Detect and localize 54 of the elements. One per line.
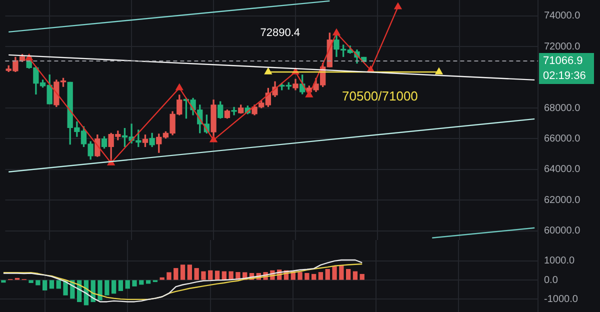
- bar: [214, 270, 220, 280]
- bar: [222, 271, 226, 280]
- candlestick: [231, 106, 237, 116]
- bar: [146, 280, 151, 284]
- bar: [125, 280, 130, 289]
- bar: [360, 274, 364, 280]
- y-tick-label: -1000.0: [544, 294, 578, 305]
- bar: [28, 280, 34, 283]
- y-tick-label: 1000.0: [544, 256, 576, 267]
- point: [210, 136, 218, 142]
- bar: [312, 274, 316, 280]
- bar: [36, 280, 40, 286]
- bar: [194, 268, 199, 280]
- ref-line-label: 71066.9: [543, 55, 583, 67]
- bar: [304, 273, 310, 280]
- y-tick-label: 0.0: [544, 274, 558, 286]
- bar: [187, 264, 192, 280]
- bar: [352, 271, 358, 280]
- y-tick-label: 74000.0: [544, 10, 581, 22]
- point: [394, 2, 402, 10]
- y-tick-label: 64000.0: [544, 164, 581, 176]
- bar: [98, 280, 102, 300]
- text: 02:19:36: [543, 70, 586, 82]
- y-tick-label: 68000.0: [544, 102, 581, 114]
- bar: [166, 272, 172, 280]
- point: [176, 84, 184, 90]
- bar: [208, 270, 213, 280]
- bar: [160, 277, 164, 280]
- bar: [346, 269, 351, 280]
- bar: [111, 280, 116, 294]
- bar: [118, 280, 124, 291]
- bar: [139, 280, 144, 285]
- bar: [1, 280, 6, 283]
- bar: [332, 266, 337, 280]
- bar: [42, 280, 48, 290]
- bar: [174, 268, 178, 280]
- bar: [180, 264, 186, 280]
- bar: [201, 271, 206, 280]
- bar: [298, 272, 302, 280]
- bar: [325, 269, 330, 280]
- y-tick-label: 66000.0: [544, 133, 581, 144]
- bar: [56, 280, 61, 289]
- y-tick-label: 72000.0: [544, 41, 581, 52]
- point: [332, 28, 340, 36]
- y-tick-label: 60000.0: [544, 226, 581, 237]
- bar: [104, 280, 110, 296]
- point: [306, 90, 313, 98]
- bar: [318, 272, 324, 280]
- bar: [132, 280, 137, 286]
- annotation: 70500/71000: [342, 88, 418, 104]
- bar: [49, 280, 54, 289]
- bar: [339, 266, 344, 280]
- annotation: 72890.4: [260, 27, 300, 40]
- y-tick-label: 62000.0: [544, 194, 581, 206]
